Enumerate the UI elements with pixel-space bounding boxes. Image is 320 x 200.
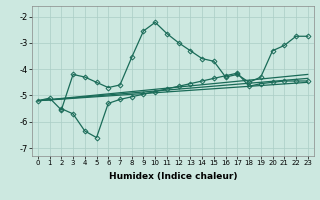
X-axis label: Humidex (Indice chaleur): Humidex (Indice chaleur) bbox=[108, 172, 237, 181]
